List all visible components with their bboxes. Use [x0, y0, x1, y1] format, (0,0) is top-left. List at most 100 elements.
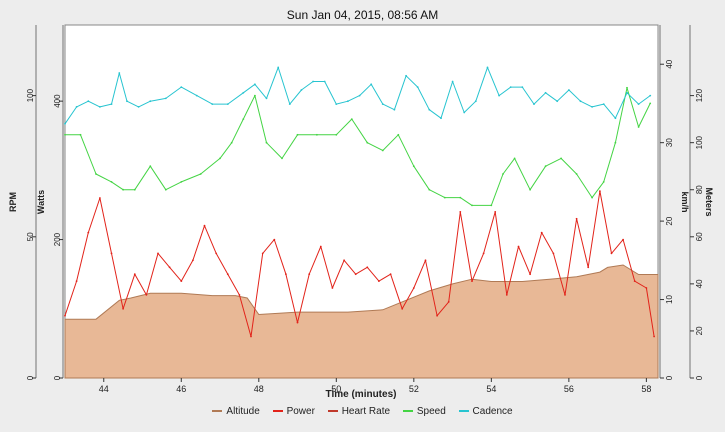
- x-tick-label: 54: [486, 384, 496, 394]
- speed-point: [544, 165, 547, 168]
- power-point: [343, 259, 345, 262]
- meters-tick-label: 20: [695, 326, 704, 335]
- power-point: [354, 273, 357, 276]
- speed-point: [230, 141, 233, 144]
- speed-point: [149, 165, 152, 168]
- speed-point: [637, 126, 640, 128]
- speed-point: [459, 196, 462, 199]
- speed-point: [122, 188, 124, 191]
- speed-point: [164, 188, 167, 191]
- cadence-point: [556, 100, 559, 103]
- power-point: [587, 266, 590, 269]
- power-swatch-icon: [272, 410, 283, 413]
- power-point: [529, 273, 531, 276]
- meters-tick-label: 100: [695, 135, 704, 149]
- legend-item-power[interactable]: Power: [272, 406, 315, 417]
- legend: Altitude Power Heart Rate Speed Cadence: [0, 406, 725, 417]
- cadence-point: [335, 103, 338, 105]
- power-point: [366, 266, 369, 269]
- altitude-swatch-icon: [212, 410, 223, 413]
- cadence-point: [626, 91, 628, 94]
- cadence-point: [211, 103, 214, 105]
- cadence-point: [118, 72, 121, 74]
- kmh-tick-label: 20: [665, 216, 674, 225]
- legend-label: Cadence: [472, 406, 513, 417]
- power-line: [64, 190, 655, 338]
- cadence-point: [637, 103, 640, 105]
- heart-rate-swatch-icon: [327, 410, 338, 413]
- power-point: [622, 238, 624, 241]
- power-point: [122, 307, 124, 310]
- speed-point: [412, 165, 415, 168]
- cadence-point: [195, 94, 198, 97]
- power-point: [447, 301, 450, 303]
- power-point: [250, 335, 252, 338]
- x-tick-label: 50: [331, 384, 341, 394]
- legend-label: Power: [286, 406, 315, 417]
- power-point: [471, 280, 473, 282]
- speed-point: [254, 94, 256, 97]
- cadence-point: [393, 108, 396, 111]
- cadence-point: [87, 100, 90, 103]
- speed-point: [180, 181, 183, 183]
- watts-tick-label: 400: [53, 94, 62, 108]
- speed-point: [133, 188, 136, 191]
- meters-tick-label: 60: [695, 232, 704, 241]
- legend-item-altitude[interactable]: Altitude: [212, 406, 260, 417]
- legend-item-speed[interactable]: Speed: [402, 406, 446, 417]
- watts-tick-label: 0: [53, 375, 62, 380]
- cadence-point: [498, 94, 500, 97]
- cadence-point: [137, 106, 140, 108]
- cadence-polyline: [64, 66, 651, 125]
- x-tick-label: 46: [176, 384, 186, 394]
- speed-point: [381, 149, 384, 152]
- power-point: [459, 211, 462, 213]
- cadence-point: [405, 74, 407, 77]
- cadence-point: [149, 100, 152, 103]
- power-point: [203, 224, 206, 227]
- cadence-point: [463, 111, 466, 114]
- cadence-point: [242, 91, 245, 94]
- speed-point: [397, 133, 400, 136]
- cadence-point: [180, 86, 183, 88]
- kmh-tick-label: 30: [665, 138, 674, 147]
- axes: 44 46 48 50 52 54 56 58050100020040001020304002…: [26, 25, 704, 394]
- cadence-point: [486, 66, 489, 69]
- speed-point: [281, 157, 283, 160]
- speed-point: [110, 181, 113, 183]
- cadence-point: [64, 122, 66, 125]
- kmh-tick-label: 10: [665, 295, 674, 304]
- speed-point: [219, 157, 221, 160]
- legend-item-cadence[interactable]: Cadence: [458, 406, 513, 417]
- power-polyline: [64, 190, 655, 337]
- cadence-point: [312, 80, 314, 83]
- power-point: [168, 266, 171, 269]
- kmh-axis-label: km/h: [680, 191, 690, 212]
- cadence-point: [75, 106, 78, 108]
- speed-point: [513, 157, 516, 160]
- speed-point: [79, 133, 82, 136]
- cadence-point: [474, 100, 477, 103]
- legend-item-heart-rate[interactable]: Heart Rate: [327, 406, 390, 417]
- chart-title: Sun Jan 04, 2015, 08:56 AM: [286, 8, 439, 22]
- speed-point: [502, 173, 504, 175]
- power-point: [192, 259, 194, 262]
- meters-tick-label: 40: [695, 279, 704, 288]
- power-point: [319, 245, 322, 248]
- rpm-axis-label: RPM: [8, 192, 18, 212]
- cadence-point: [568, 89, 570, 91]
- power-point: [238, 294, 241, 296]
- cadence-point: [99, 106, 101, 108]
- kmh-tick-label: 0: [665, 375, 674, 380]
- cadence-point: [440, 117, 442, 120]
- power-point: [273, 238, 276, 241]
- cadence-point: [591, 106, 593, 108]
- power-point: [645, 287, 648, 289]
- power-point: [424, 259, 427, 262]
- meters-tick-label: 120: [695, 88, 704, 102]
- speed-point: [335, 133, 338, 136]
- power-point: [436, 314, 438, 317]
- speed-point: [443, 196, 446, 199]
- speed-point: [575, 173, 578, 175]
- power-point: [285, 273, 287, 276]
